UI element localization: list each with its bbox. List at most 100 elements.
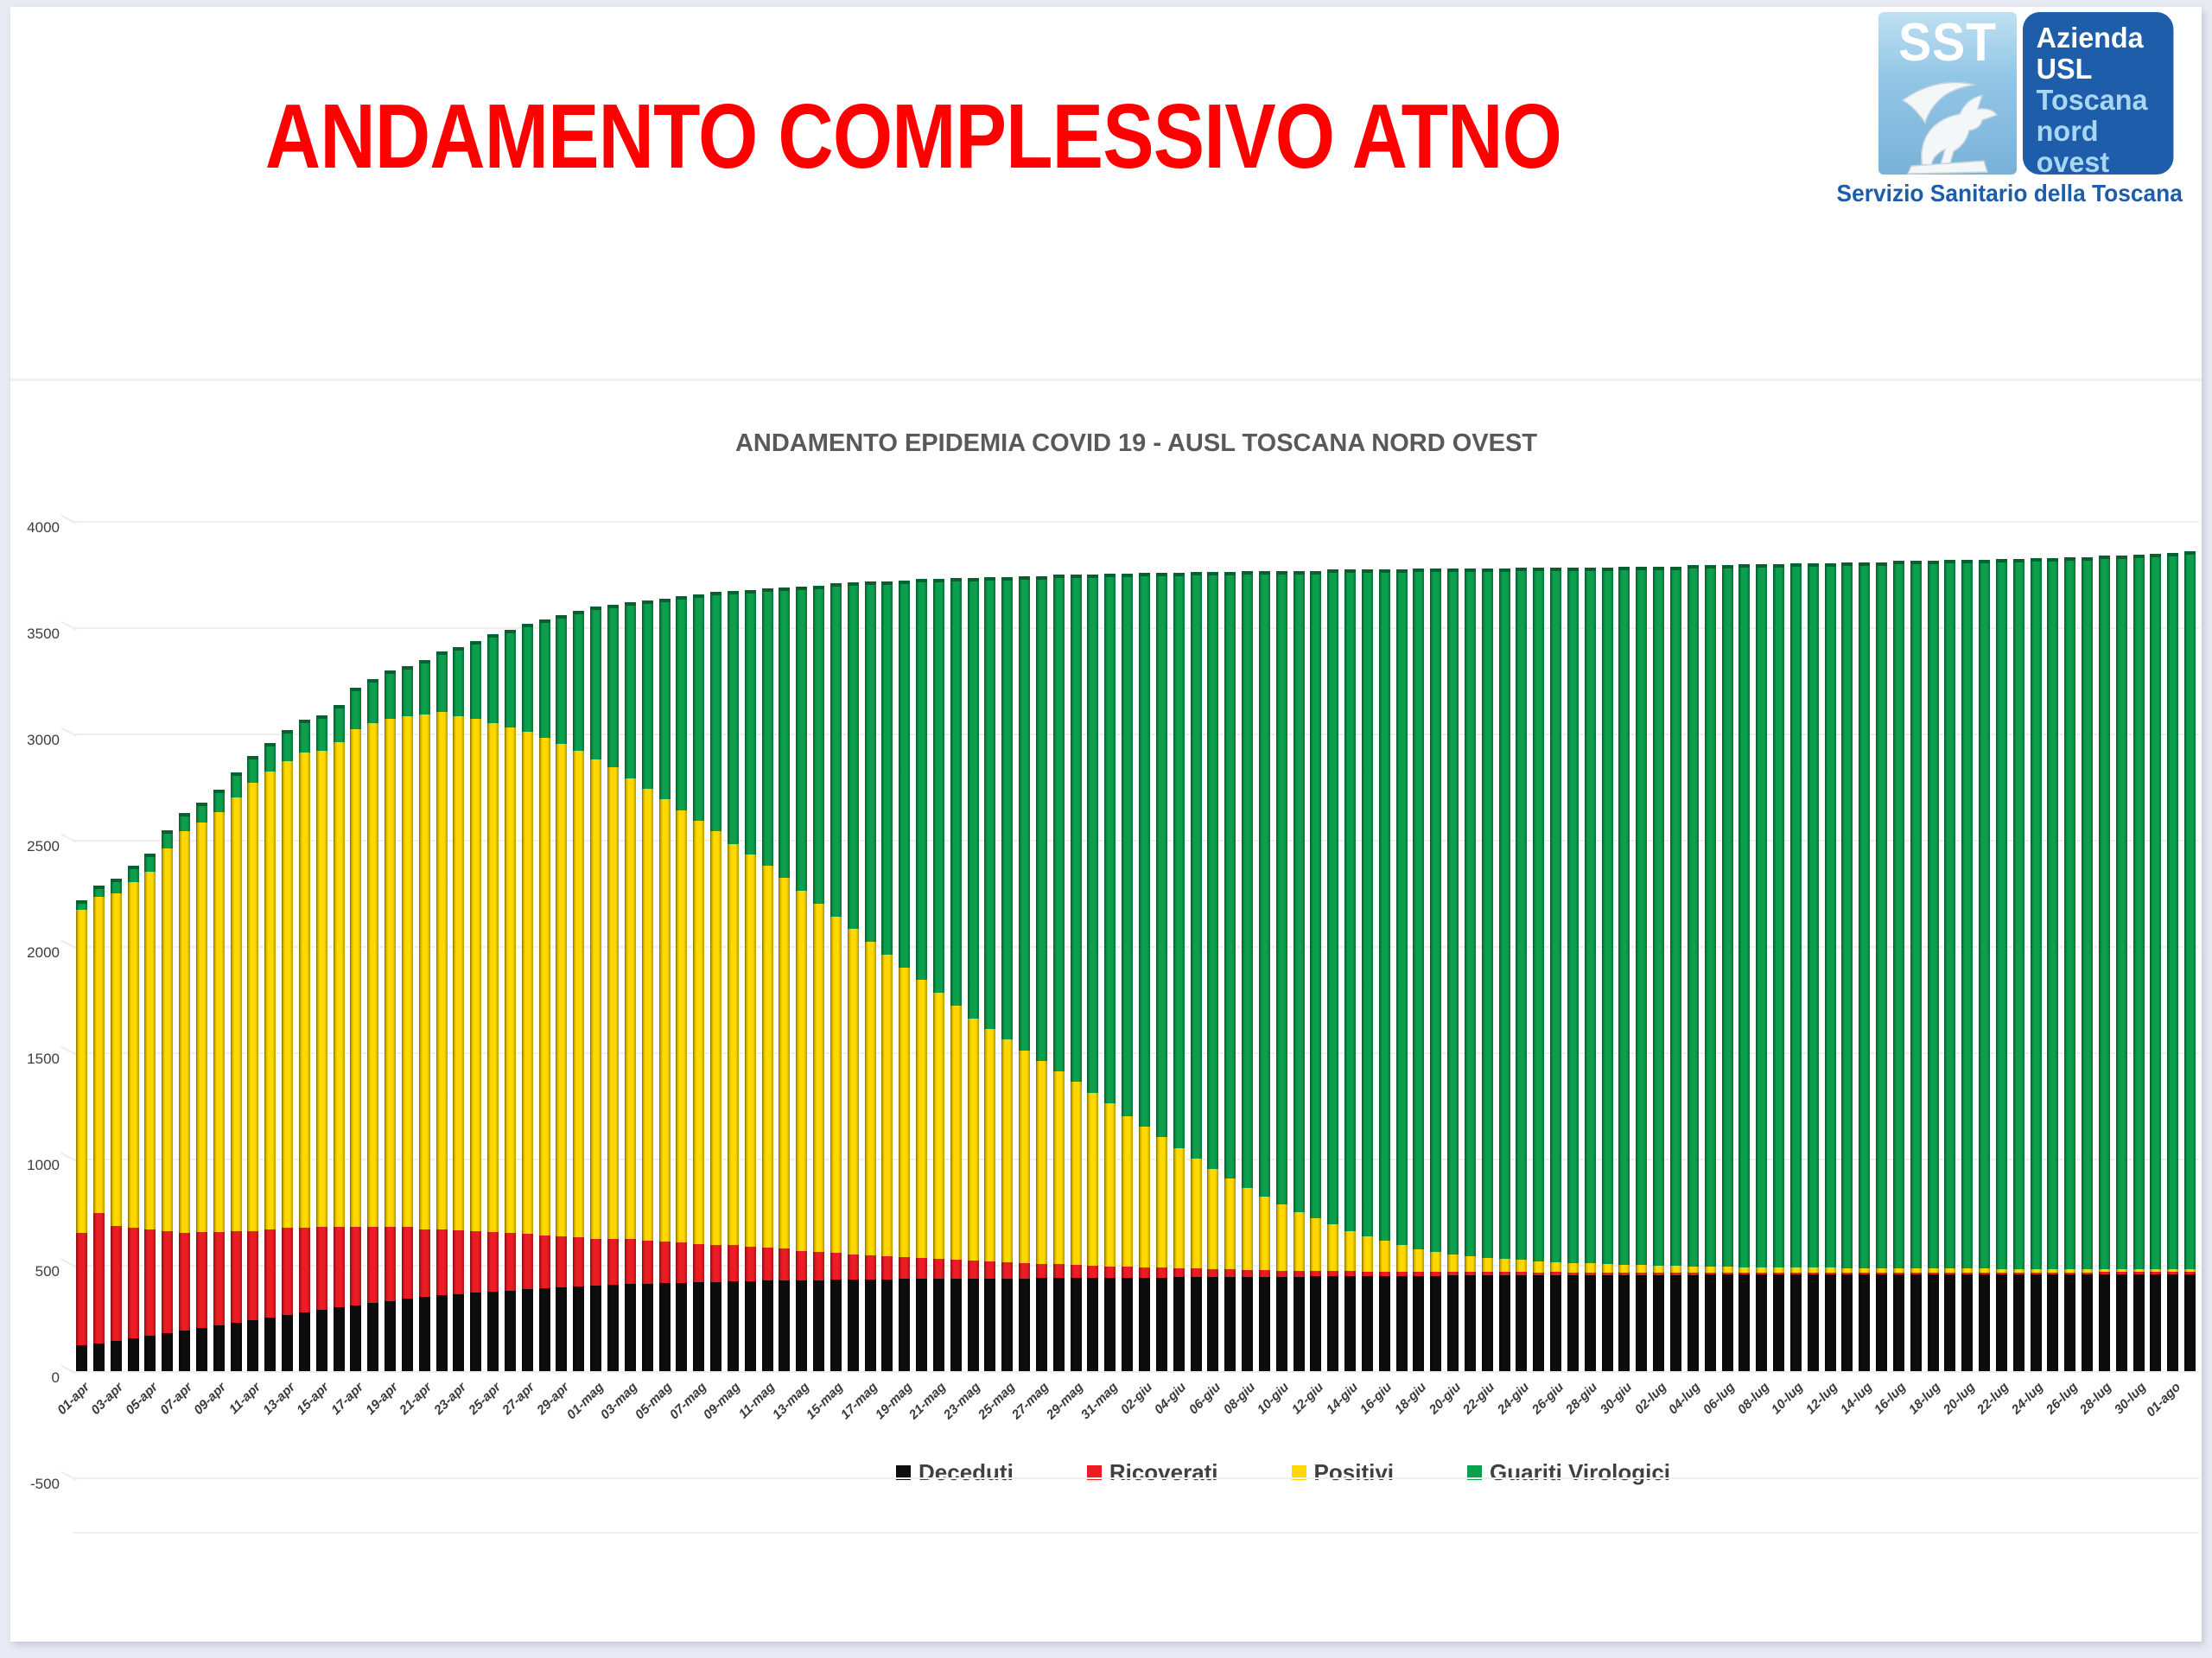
bar-segment-deceduti	[1721, 1274, 1733, 1371]
bar-segment-guariti-virologici	[418, 659, 430, 715]
bar-segment-positivi	[213, 812, 225, 1232]
pegasus-icon	[1901, 81, 1999, 175]
y-tick-label: 1500	[27, 1051, 60, 1067]
bar-segment-ricoverati	[230, 1231, 242, 1323]
bar-04-apr	[127, 866, 139, 1371]
usl-logo-line: Azienda	[2036, 22, 2144, 54]
bar-segment-deceduti	[1927, 1274, 1939, 1371]
bar-segment-ricoverati	[624, 1239, 636, 1285]
bar-02-apr	[92, 885, 105, 1371]
bar-segment-ricoverati	[385, 1226, 397, 1301]
bar-18-mag	[881, 581, 893, 1371]
bar-08-mag	[710, 592, 722, 1371]
bar-18-giu	[1413, 569, 1425, 1371]
bar-segment-positivi	[590, 759, 602, 1239]
bar-segment-deceduti	[162, 1332, 174, 1371]
bar-segment-deceduti	[1944, 1274, 1956, 1371]
bar-segment-ricoverati	[1789, 1273, 1802, 1275]
bar-segment-positivi	[1122, 1115, 1134, 1267]
bar-segment-guariti-virologici	[967, 578, 979, 1019]
bar-segment-positivi	[1618, 1264, 1630, 1273]
bar-segment-deceduti	[1584, 1274, 1596, 1371]
bar-segment-guariti-virologici	[1618, 566, 1630, 1265]
bar-segment-deceduti	[1995, 1274, 2007, 1371]
bar-segment-ricoverati	[1430, 1272, 1442, 1276]
bar-segment-ricoverati	[92, 1213, 105, 1344]
x-tick-label: 19-mag	[872, 1380, 915, 1423]
bar-segment-ricoverati	[607, 1239, 619, 1285]
bar-segment-positivi	[2150, 1269, 2162, 1273]
bar-04-mag	[641, 600, 653, 1371]
bar-segment-guariti-virologici	[1892, 561, 1904, 1268]
bar-segment-ricoverati	[1361, 1271, 1373, 1277]
bar-segment-deceduti	[195, 1327, 207, 1371]
bar-segment-guariti-virologici	[2098, 556, 2110, 1269]
bar-segment-guariti-virologici	[1841, 562, 1853, 1268]
bar-22-giu	[1481, 569, 1493, 1371]
x-tick-label: 26-lug	[2043, 1380, 2081, 1418]
bar-segment-guariti-virologici	[1344, 569, 1357, 1231]
x-tick-label: 01-mag	[563, 1380, 607, 1423]
bar-segment-guariti-virologici	[607, 604, 619, 768]
bar-segment-deceduti	[247, 1319, 259, 1371]
bar-segment-guariti-virologici	[1687, 565, 1699, 1267]
bar-25-apr	[487, 634, 499, 1371]
bar-segment-guariti-virologici	[864, 581, 876, 943]
legend-item-guariti-virologici: Guariti Virologici	[1467, 1459, 1670, 1486]
usl-logo-box: Azienda USL Toscana nord ovest	[2023, 12, 2174, 177]
bar-07-giu	[1224, 571, 1236, 1371]
y-tick-label: 1000	[27, 1157, 60, 1173]
bar-segment-deceduti	[1155, 1277, 1167, 1371]
bar-segment-positivi	[1687, 1266, 1699, 1274]
bar-segment-deceduti	[1738, 1274, 1751, 1371]
bar-segment-ricoverati	[213, 1231, 225, 1325]
usl-logo-line: Toscana	[2036, 83, 2148, 116]
bar-segment-guariti-virologici	[1859, 562, 1871, 1268]
bar-16-lug	[1892, 561, 1904, 1371]
bar-27-lug	[2082, 556, 2094, 1371]
bar-segment-ricoverati	[1378, 1271, 1390, 1276]
bar-segment-positivi	[1001, 1039, 1014, 1263]
bar-segment-ricoverati	[435, 1229, 448, 1296]
bar-segment-positivi	[2167, 1269, 2179, 1273]
bar-segment-deceduti	[538, 1288, 550, 1371]
bar-segment-guariti-virologici	[2064, 556, 2076, 1269]
x-tick-label: 03-mag	[598, 1380, 641, 1423]
bar-segment-ricoverati	[1139, 1267, 1150, 1278]
x-tick-label: 18-lug	[1905, 1380, 1944, 1418]
x-tick-label: 08-lug	[1734, 1380, 1772, 1418]
bar-05-mag	[658, 598, 671, 1371]
bar-segment-deceduti	[2115, 1274, 2127, 1371]
bar-segment-guariti-virologici	[230, 772, 242, 797]
bar-segment-deceduti	[676, 1282, 688, 1371]
bar-segment-guariti-virologici	[470, 640, 482, 719]
bar-segment-deceduti	[282, 1315, 294, 1371]
bar-segment-positivi	[1430, 1252, 1442, 1273]
bar-segment-deceduti	[1122, 1277, 1134, 1371]
bar-segment-positivi	[1019, 1050, 1031, 1264]
bar-segment-deceduti	[1001, 1278, 1014, 1371]
bar-09-giu	[1258, 570, 1270, 1371]
bar-segment-positivi	[676, 810, 688, 1242]
bar-segment-guariti-virologici	[2184, 551, 2196, 1270]
bar-segment-ricoverati	[932, 1258, 944, 1279]
bar-segment-ricoverati	[1721, 1272, 1733, 1275]
bar-segment-ricoverati	[1807, 1273, 1819, 1275]
bar-segment-ricoverati	[1019, 1263, 1031, 1279]
bar-segment-guariti-virologici	[1155, 572, 1167, 1138]
bar-segment-guariti-virologici	[796, 586, 808, 892]
bar-14-apr	[298, 719, 310, 1371]
bar-segment-deceduti	[710, 1281, 722, 1371]
bar-14-mag	[813, 585, 825, 1371]
bar-segment-positivi	[1224, 1178, 1236, 1270]
bar-segment-positivi	[247, 782, 259, 1231]
bar-08-lug	[1756, 564, 1768, 1371]
bar-segment-deceduti	[333, 1307, 345, 1371]
bar-segment-positivi	[899, 967, 911, 1257]
gridline-riser	[60, 1152, 77, 1162]
bar-07-lug	[1738, 564, 1751, 1371]
bar-segment-guariti-virologici	[1601, 567, 1613, 1265]
bar-segment-deceduti	[2047, 1274, 2059, 1371]
bar-segment-deceduti	[1344, 1276, 1357, 1371]
